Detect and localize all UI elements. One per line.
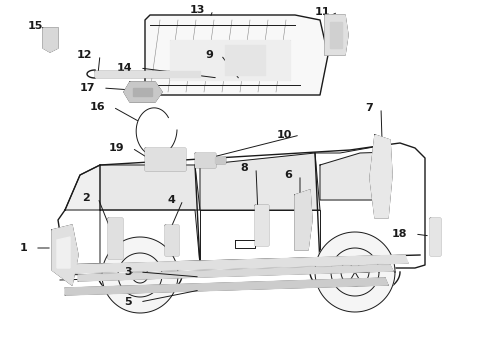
Text: 14: 14 (117, 63, 132, 73)
Polygon shape (255, 205, 268, 245)
Polygon shape (95, 71, 200, 77)
Polygon shape (320, 152, 390, 200)
Polygon shape (225, 45, 265, 75)
Text: 2: 2 (82, 193, 90, 203)
Text: 1: 1 (19, 243, 27, 253)
Polygon shape (70, 255, 408, 273)
Polygon shape (43, 28, 58, 52)
Text: 18: 18 (392, 229, 407, 239)
Text: 3: 3 (124, 267, 132, 277)
Polygon shape (165, 225, 178, 255)
Text: 8: 8 (240, 163, 248, 173)
Polygon shape (108, 218, 122, 258)
Text: 5: 5 (124, 297, 132, 307)
Polygon shape (295, 190, 312, 250)
Polygon shape (325, 15, 348, 55)
Polygon shape (65, 278, 388, 295)
Text: 9: 9 (205, 50, 213, 60)
Text: 10: 10 (277, 130, 292, 140)
Polygon shape (102, 237, 178, 313)
Text: DA CZ: DA CZ (237, 58, 253, 63)
Polygon shape (133, 88, 152, 96)
Polygon shape (195, 153, 215, 167)
Text: 16: 16 (89, 102, 105, 112)
Polygon shape (200, 153, 320, 210)
Polygon shape (170, 40, 290, 80)
Text: 13: 13 (190, 5, 205, 15)
Text: 7: 7 (365, 103, 373, 113)
Polygon shape (145, 148, 185, 170)
Polygon shape (370, 135, 392, 218)
Polygon shape (65, 165, 100, 210)
Text: 19: 19 (108, 143, 124, 153)
Polygon shape (57, 237, 70, 268)
Polygon shape (78, 265, 393, 281)
Text: 6: 6 (284, 170, 292, 180)
Polygon shape (100, 165, 200, 210)
Polygon shape (145, 15, 328, 95)
Text: 17: 17 (79, 83, 95, 93)
Polygon shape (215, 157, 225, 163)
Text: 4: 4 (167, 195, 175, 205)
Polygon shape (330, 22, 342, 48)
Polygon shape (315, 232, 395, 312)
Polygon shape (52, 225, 78, 285)
Text: 11: 11 (315, 7, 330, 17)
Polygon shape (430, 218, 440, 255)
Polygon shape (124, 82, 162, 102)
Text: 15: 15 (27, 21, 43, 31)
Text: 12: 12 (76, 50, 92, 60)
